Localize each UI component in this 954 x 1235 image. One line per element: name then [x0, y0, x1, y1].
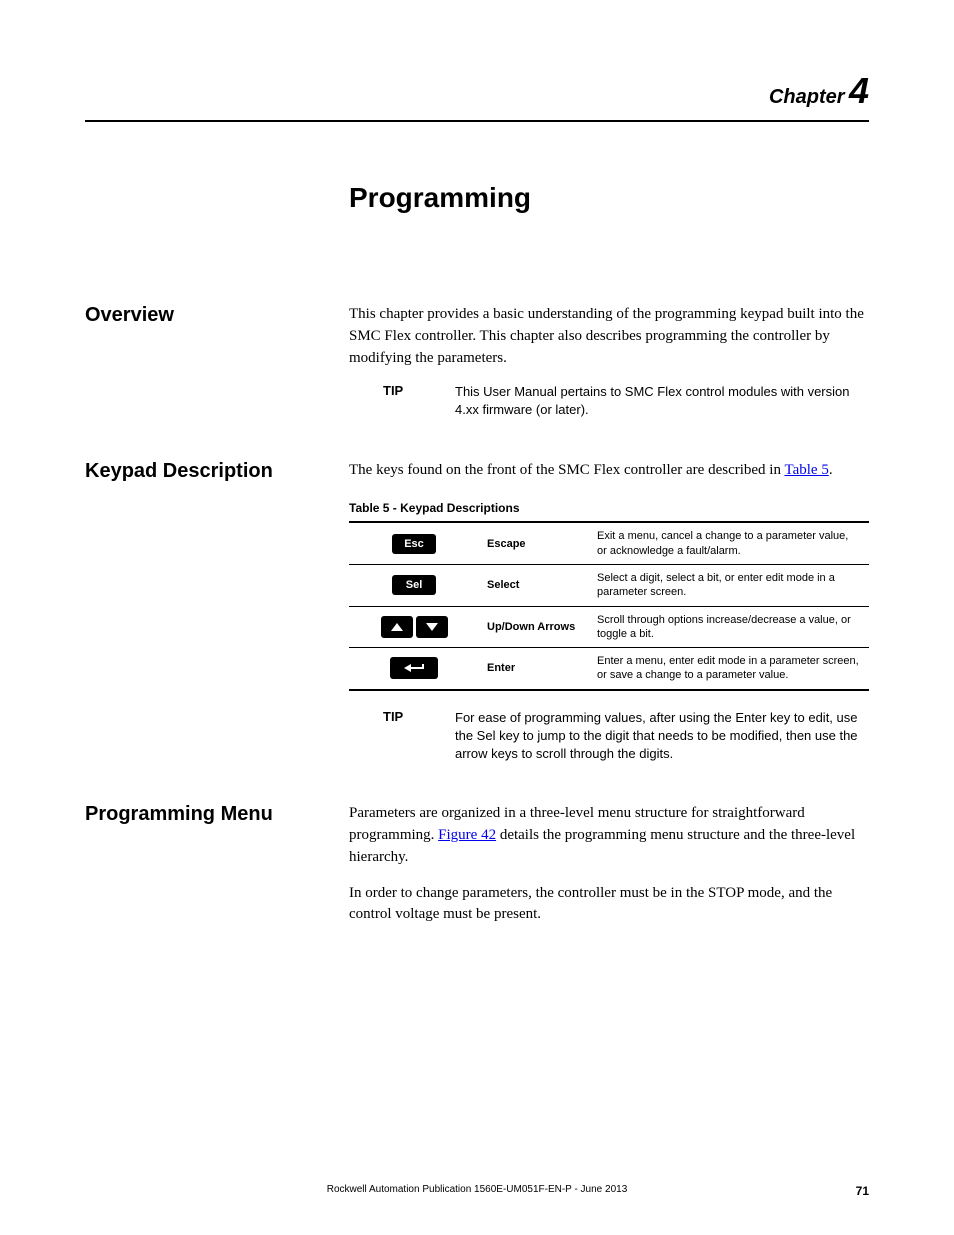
key-cell: Sel — [349, 564, 479, 606]
table5-link[interactable]: Table 5 — [784, 462, 828, 478]
tip-label: TIP — [383, 383, 455, 419]
footer-publication: Rockwell Automation Publication 1560E-UM… — [327, 1184, 628, 1195]
key-name: Escape — [479, 522, 589, 564]
table-caption: Table 5 - Keypad Descriptions — [349, 501, 869, 515]
table-row: Sel Select Select a digit, select a bit,… — [349, 564, 869, 606]
key-name: Up/Down Arrows — [479, 606, 589, 648]
header-rule — [85, 120, 869, 122]
key-desc: Exit a menu, cancel a change to a parame… — [589, 522, 869, 564]
table-row: Esc Escape Exit a menu, cancel a change … — [349, 522, 869, 564]
key-cell — [349, 606, 479, 648]
key-cell — [349, 648, 479, 690]
keypad-body-post: . — [829, 462, 833, 478]
key-desc: Scroll through options increase/decrease… — [589, 606, 869, 648]
page-footer: Rockwell Automation Publication 1560E-UM… — [85, 1184, 869, 1195]
chapter-number: 4 — [849, 70, 869, 111]
overview-tip: TIP This User Manual pertains to SMC Fle… — [383, 383, 869, 419]
sel-key-icon: Sel — [392, 575, 436, 595]
figure42-link[interactable]: Figure 42 — [438, 827, 496, 843]
progmenu-body2: In order to change parameters, the contr… — [349, 883, 869, 927]
keypad-heading: Keypad Description — [85, 460, 349, 483]
esc-key-icon: Esc — [392, 534, 436, 554]
key-desc: Select a digit, select a bit, or enter e… — [589, 564, 869, 606]
key-desc: Enter a menu, enter edit mode in a param… — [589, 648, 869, 690]
section-keypad: Keypad Description The keys found on the… — [85, 460, 869, 764]
progmenu-body1: Parameters are organized in a three-leve… — [349, 803, 869, 868]
key-cell: Esc — [349, 522, 479, 564]
progmenu-heading: Programming Menu — [85, 803, 349, 826]
key-name: Enter — [479, 648, 589, 690]
page-title: Programming — [349, 182, 869, 214]
down-arrow-icon — [416, 616, 448, 638]
overview-body: This chapter provides a basic understand… — [349, 304, 869, 369]
tip-text: This User Manual pertains to SMC Flex co… — [455, 383, 869, 419]
tip-text: For ease of programming values, after us… — [455, 709, 869, 764]
chapter-word: Chapter — [769, 86, 845, 108]
footer-page-number: 71 — [856, 1184, 869, 1198]
table-row: Enter Enter a menu, enter edit mode in a… — [349, 648, 869, 690]
chapter-header: Chapter 4 — [85, 70, 869, 112]
section-overview: Overview This chapter provides a basic u… — [85, 304, 869, 420]
enter-key-icon — [390, 657, 438, 679]
arrow-keys-icon — [381, 616, 448, 638]
keypad-table: Esc Escape Exit a menu, cancel a change … — [349, 521, 869, 690]
keypad-body-pre: The keys found on the front of the SMC F… — [349, 462, 784, 478]
section-progmenu: Programming Menu Parameters are organize… — [85, 803, 869, 940]
keypad-body: The keys found on the front of the SMC F… — [349, 460, 869, 482]
up-arrow-icon — [381, 616, 413, 638]
keypad-tip: TIP For ease of programming values, afte… — [383, 709, 869, 764]
overview-heading: Overview — [85, 304, 349, 327]
table-row: Up/Down Arrows Scroll through options in… — [349, 606, 869, 648]
tip-label: TIP — [383, 709, 455, 764]
key-name: Select — [479, 564, 589, 606]
